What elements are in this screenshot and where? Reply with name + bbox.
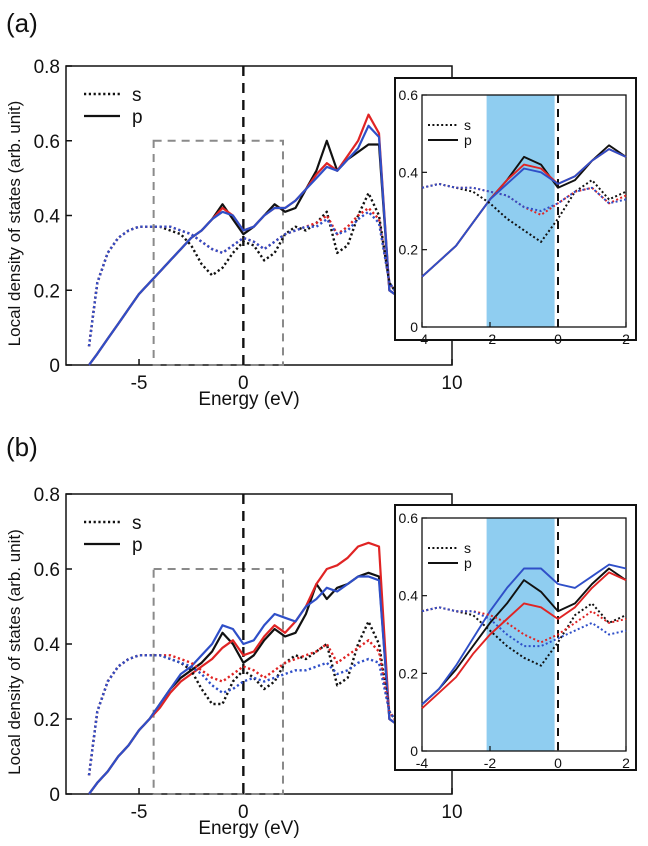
series-dotted-blue bbox=[87, 654, 432, 776]
inset-y-tick-label: 0.2 bbox=[399, 242, 419, 258]
y-tick-label: 0 bbox=[49, 785, 60, 806]
inset-x-tick-label: -4 bbox=[416, 755, 429, 771]
inset-y-tick-label: 0 bbox=[410, 319, 418, 335]
legend-label: p bbox=[132, 107, 143, 128]
panel-label: (b) bbox=[6, 432, 38, 462]
inset-y-tick-label: 0.2 bbox=[399, 665, 419, 681]
y-tick-label: 0.4 bbox=[34, 635, 61, 656]
inset-legend-label: s bbox=[464, 117, 471, 133]
y-tick-label: 0.6 bbox=[34, 132, 60, 153]
legend-label: p bbox=[132, 535, 143, 556]
x-axis-title: Energy (eV) bbox=[198, 818, 299, 839]
inset-series-solid-black bbox=[421, 567, 627, 706]
inset-plot-frame bbox=[421, 94, 627, 328]
inset-series-solid-blue bbox=[421, 563, 627, 706]
y-tick-label: 0.8 bbox=[34, 485, 60, 506]
inset-y-tick-label: 0.4 bbox=[399, 164, 419, 180]
zoom-region-box bbox=[152, 139, 284, 366]
series-solid-blue bbox=[88, 575, 432, 795]
inset-x-tick-label: -2 bbox=[484, 755, 497, 771]
inset-panel: 0 0.2 0.4 0.6 -4 -2 0 2 sp bbox=[394, 504, 637, 771]
y-axis-title: Local density of states (arb. unit) bbox=[5, 529, 24, 775]
x-tick-label: -5 bbox=[131, 802, 148, 823]
shaded-band bbox=[486, 95, 555, 327]
inset-series-dotted-blue bbox=[421, 182, 627, 212]
inset-series-solid-red bbox=[421, 571, 627, 710]
y-tick-label: 0 bbox=[49, 356, 60, 377]
y-tick-label: 0.8 bbox=[34, 57, 60, 78]
x-axis-title: Energy (eV) bbox=[198, 389, 299, 410]
inset-x-tick-label: -4 bbox=[416, 331, 429, 347]
y-tick-label: 0.6 bbox=[34, 560, 60, 581]
series-solid-black bbox=[88, 571, 432, 795]
inset-plot-frame bbox=[421, 517, 627, 752]
inset-y-tick-label: 0.4 bbox=[399, 588, 419, 604]
inset-series-solid-blue bbox=[421, 148, 627, 278]
y-tick-label: 0.2 bbox=[34, 281, 60, 302]
y-tick-label: 0.4 bbox=[34, 207, 61, 228]
x-tick-label: 10 bbox=[441, 802, 462, 823]
x-tick-label: -5 bbox=[131, 373, 148, 394]
series-dotted-black bbox=[87, 620, 432, 776]
series-dotted-blue bbox=[87, 210, 432, 347]
y-axis-title: Local density of states (arb. unit) bbox=[5, 101, 24, 347]
zoom-region-box bbox=[152, 568, 284, 795]
series-solid-black bbox=[88, 139, 432, 366]
inset-x-tick-label: 0 bbox=[554, 331, 562, 347]
legend-label: s bbox=[132, 513, 142, 534]
shaded-band bbox=[486, 518, 555, 751]
series-solid-blue bbox=[88, 124, 432, 366]
legend-label: s bbox=[132, 85, 142, 106]
y-tick-label: 0.2 bbox=[34, 710, 60, 731]
inset-series-dotted-black bbox=[421, 602, 627, 667]
panel-a: (a) 0 0.2 0.4 0.6 0.8 -5 0 10 Energy (eV) Local de… bbox=[5, 8, 637, 410]
inset-legend-label: p bbox=[464, 132, 472, 148]
x-tick-label: 10 bbox=[441, 373, 462, 394]
panel-label: (a) bbox=[6, 8, 38, 38]
x-tick-label: 0 bbox=[238, 802, 249, 823]
inset-legend-label: p bbox=[464, 555, 472, 571]
inset-y-tick-label: 0.6 bbox=[399, 87, 419, 103]
panel-b: (b) 0 0.2 0.4 0.6 0.8 -5 0 10 Energy (eV) Local de… bbox=[5, 432, 637, 839]
inset-x-tick-label: 0 bbox=[554, 755, 562, 771]
series-dotted-red bbox=[87, 639, 432, 776]
x-tick-label: 0 bbox=[238, 373, 249, 394]
inset-legend-label: s bbox=[464, 540, 471, 556]
inset-x-tick-label: 2 bbox=[622, 331, 630, 347]
inset-x-tick-label: 2 bbox=[622, 755, 630, 771]
inset-panel: 0 0.2 0.4 0.6 -4 -2 0 2 sp bbox=[394, 77, 637, 347]
series-dotted-black bbox=[87, 191, 432, 347]
inset-y-tick-label: 0.6 bbox=[399, 510, 419, 526]
series-dotted-red bbox=[87, 206, 432, 347]
inset-x-tick-label: -2 bbox=[484, 331, 497, 347]
inset-y-tick-label: 0 bbox=[410, 743, 418, 759]
